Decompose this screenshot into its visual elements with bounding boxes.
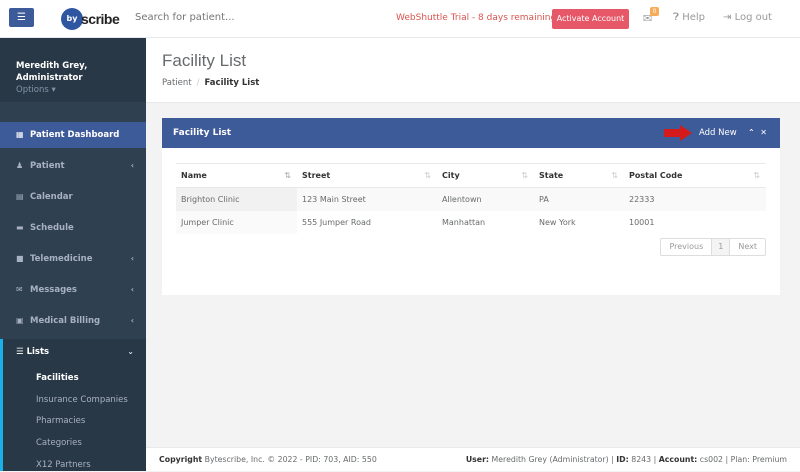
table-row[interactable]: Brighton Clinic 123 Main Street Allentow… [176,187,766,211]
envelope-icon: ✉ [16,285,23,294]
column-header-state[interactable]: State ⇅ [534,163,624,188]
breadcrumb: Patient / Facility List [162,78,260,88]
cell-postal-code: 22333 [624,187,766,211]
cell-name: Jumper Clinic [176,210,297,234]
list-icon: ☰ [16,347,27,357]
panel-title: Facility List [173,128,232,138]
page-title: Facility List [162,51,247,70]
chevron-left-icon: ‹ [130,254,134,263]
column-header-postal-code[interactable]: Postal Code ⇅ [624,163,766,188]
help-link[interactable]: ❓︎ Help [673,12,705,23]
user-name: Meredith Grey, [16,61,88,71]
logo[interactable]: by scribe [61,7,120,31]
sidebar-subitem-insurance-companies[interactable]: Insurance Companies [36,395,128,405]
logout-label: Log out [734,12,772,23]
sidebar-subitem-facilities[interactable]: Facilities [36,373,79,383]
collapse-icon[interactable]: ⌃ [748,128,755,137]
question-icon: ❓︎ [673,12,683,23]
logout-link[interactable]: ⇥ Log out [723,12,772,23]
cell-state: PA [534,187,624,211]
th-large-icon: ▦ [16,130,24,139]
cell-city: Manhattan [442,217,486,227]
next-button[interactable]: Next [738,242,757,251]
cell-state: New York [539,217,576,227]
schedule-icon: ▬ [16,223,24,232]
sidebar-item-patient-dashboard[interactable]: ▦ Patient Dashboard [0,122,146,148]
footer: Copyright Bytescribe, Inc. © 2022 - PID:… [146,447,800,471]
cell-name: Brighton Clinic [176,187,297,211]
page-1-button[interactable]: 1 [712,239,731,255]
bars-icon: ☰ [17,12,26,23]
chevron-left-icon: ‹ [130,285,134,294]
cell-street: 123 Main Street [297,187,437,211]
add-new-button[interactable]: Add New [699,128,737,138]
sidebar-item-patient[interactable]: ♟ Patient ‹ [0,153,146,179]
column-header-street[interactable]: Street ⇅ [297,163,437,188]
envelope-icon[interactable]: ✉ [643,12,653,25]
help-label: Help [682,12,706,23]
copyright: Copyright Bytescribe, Inc. © 2022 - PID:… [159,455,377,464]
sidebar-item-telemedicine[interactable]: ■ Telemedicine ‹ [0,246,146,272]
lists-toggle[interactable]: ☰ Lists [16,347,50,357]
sort-icon: ⇅ [521,171,528,180]
sort-asc-icon: ⇅ [284,171,291,180]
sidebar-item-lists: ☰ Lists ⌄ Facilities Insurance Companies… [0,339,146,471]
breadcrumb-current: Facility List [204,78,260,88]
cell-street: 555 Jumper Road [302,217,371,227]
search-input[interactable] [135,12,335,23]
video-icon: ■ [16,254,24,263]
facility-table: Name ⇅ Street ⇅ City ⇅ State ⇅ Postal Code ⇅ … [176,163,766,234]
sidebar-subitem-x12-partners[interactable]: X12 Partners [36,460,91,470]
user-role: Administrator [16,73,83,83]
page-header: Facility List Patient / Facility List [146,38,800,103]
cell-postal-code: 10001 [629,217,655,227]
options-dropdown[interactable]: Options ▾ [16,85,56,95]
sort-icon: ⇅ [424,171,431,180]
facility-list-panel: Facility List Add New ⌃ ✕ Name ⇅ Street ⇅ … [162,118,780,295]
breadcrumb-patient[interactable]: Patient [162,78,192,88]
table-row[interactable]: Jumper Clinic 555 Jumper Road Manhattan … [176,210,766,234]
sidebar: Meredith Grey, Administrator Options ▾ ▦… [0,38,146,471]
session-info: User: Meredith Grey (Administrator) | ID… [465,455,787,464]
sign-out-icon: ⇥ [723,12,735,23]
user-icon: ♟ [16,161,24,170]
column-header-city[interactable]: City ⇅ [437,163,534,188]
sort-icon: ⇅ [611,171,618,180]
money-icon: ▣ [16,316,24,325]
sidebar-item-schedule[interactable]: ▬ Schedule [0,215,146,241]
cell-city: Allentown [437,187,534,211]
chevron-left-icon: ‹ [130,161,134,170]
close-icon[interactable]: ✕ [760,128,767,137]
menu-toggle-button[interactable]: ☰ [9,8,34,27]
panel-header: Facility List Add New ⌃ ✕ [162,118,780,148]
chevron-left-icon: ‹ [130,316,134,325]
calendar-icon: ▤ [16,192,24,201]
sidebar-item-calendar[interactable]: ▤ Calendar [0,184,146,210]
sidebar-subitem-categories[interactable]: Categories [36,438,82,448]
sort-icon: ⇅ [753,171,760,180]
sidebar-subitem-pharmacies[interactable]: Pharmacies [36,416,86,426]
user-profile: Meredith Grey, Administrator Options ▾ [0,38,146,102]
chevron-down-icon: ⌄ [127,347,134,356]
sidebar-item-messages[interactable]: ✉ Messages ‹ [0,277,146,303]
activate-account-button[interactable]: Activate Account [552,9,629,29]
pagination: Previous 1 Next [660,238,766,256]
logo-text: scribe [81,11,120,27]
column-header-name[interactable]: Name ⇅ [176,163,297,188]
trial-notice: WebShuttle Trial - 8 days remaining [396,13,557,23]
mail-badge: 0 [650,7,659,16]
previous-button[interactable]: Previous [661,239,713,255]
sidebar-item-medical-billing[interactable]: ▣ Medical Billing ‹ [0,308,146,334]
arrow-right-icon [664,125,692,141]
